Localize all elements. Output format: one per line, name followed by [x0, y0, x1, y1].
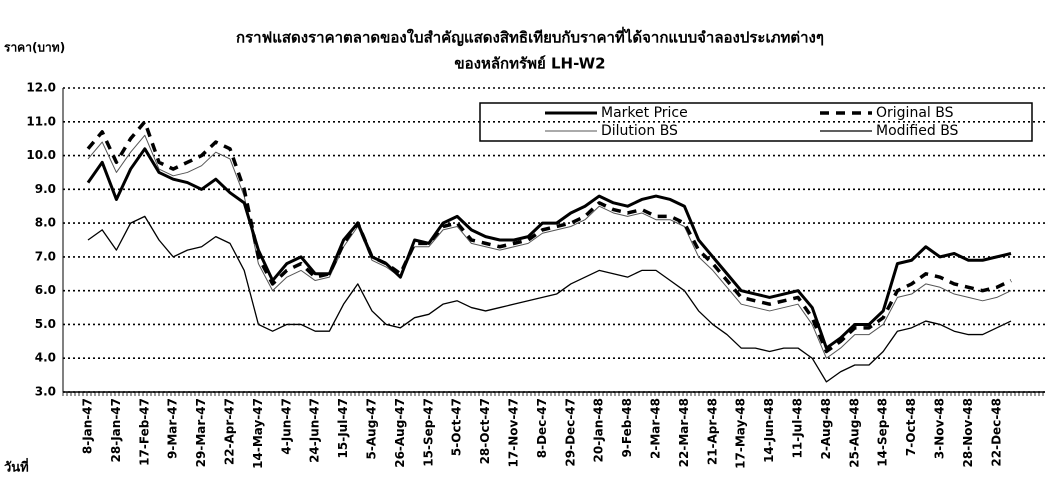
- x-tick-label: 20-Jan-48: [592, 398, 606, 462]
- x-tick-label: 17-May-48: [734, 398, 748, 469]
- x-tick-label: 29-Dec-47: [563, 398, 577, 467]
- y-tick-label: 8.0: [35, 216, 56, 230]
- y-tick-label: 7.0: [35, 249, 56, 263]
- x-tick-label: 14-Sep-48: [876, 398, 890, 467]
- x-axis-label: วันที่: [4, 458, 29, 476]
- x-tick-label: 4-Jun-47: [279, 398, 293, 455]
- chart-subtitle: ของหลักทรัพย์ LH-W2: [454, 55, 605, 73]
- x-tick-label: 5-Oct-47: [450, 398, 464, 456]
- x-tick-label: 14-May-47: [251, 398, 265, 469]
- x-tick-label: 21-Apr-48: [705, 398, 719, 465]
- y-tick-label: 12.0: [26, 81, 56, 95]
- y-tick-label: 6.0: [35, 283, 56, 297]
- x-tick-label: 5-Aug-47: [365, 398, 379, 459]
- x-tick-label: 14-Jun-48: [762, 398, 776, 463]
- x-tick-label: 26-Aug-47: [393, 398, 407, 468]
- x-tick-label: 15-Jul-47: [336, 398, 350, 458]
- x-tick-label: 8-Jan-47: [81, 398, 95, 454]
- y-tick-label: 10.0: [26, 148, 56, 162]
- y-tick-label: 9.0: [35, 182, 56, 196]
- x-tick-label: 28-Nov-48: [961, 398, 975, 467]
- x-tick-label: 8-Dec-47: [535, 398, 549, 458]
- y-axis-label: ราคา(บาท): [4, 41, 65, 55]
- x-tick-label: 29-Mar-47: [194, 398, 208, 467]
- x-tick-label: 11-Jul-48: [791, 398, 805, 458]
- y-tick-label: 5.0: [35, 317, 56, 331]
- legend-label: Market Price: [601, 105, 688, 121]
- x-tick-label: 7-Oct-48: [904, 398, 918, 456]
- series-line: [87, 134, 1012, 359]
- legend-label: Original BS: [876, 105, 954, 121]
- series-line: [86, 147, 1012, 350]
- x-tick-label: 2-Aug-48: [819, 398, 833, 459]
- x-tick-label: 17-Feb-47: [137, 398, 151, 466]
- series-line: [86, 120, 1012, 354]
- x-tick-label: 25-Aug-48: [847, 398, 861, 468]
- x-tick-label: 22-Apr-47: [223, 398, 237, 465]
- x-tick-label: 24-Jun-47: [308, 398, 322, 463]
- chart-title: กราฟแสดงราคาตลาดของใบสำคัญแสดงสิทธิเทียบ…: [236, 27, 824, 47]
- x-tick-label: 9-Feb-48: [620, 398, 634, 457]
- x-tick-label: 15-Sep-47: [421, 398, 435, 467]
- y-tick-label: 11.0: [26, 114, 56, 128]
- x-tick-label: 9-Mar-47: [166, 398, 180, 459]
- x-tick-label: 3-Nov-48: [933, 398, 947, 459]
- x-tick-label: 2-Mar-48: [649, 398, 663, 459]
- x-tick-label: 28-Oct-47: [478, 398, 492, 464]
- x-tick-label: 22-Mar-48: [677, 398, 691, 467]
- legend-label: Modified BS: [876, 123, 959, 139]
- legend-label: Dilution BS: [601, 123, 678, 139]
- y-tick-label: 4.0: [35, 351, 56, 365]
- series-line: [87, 215, 1012, 383]
- x-tick-label: 28-Jan-47: [109, 398, 123, 462]
- x-tick-label: 17-Nov-47: [507, 398, 521, 467]
- y-tick-label: 3.0: [35, 385, 56, 399]
- x-tick-label: 22-Dec-48: [989, 398, 1003, 467]
